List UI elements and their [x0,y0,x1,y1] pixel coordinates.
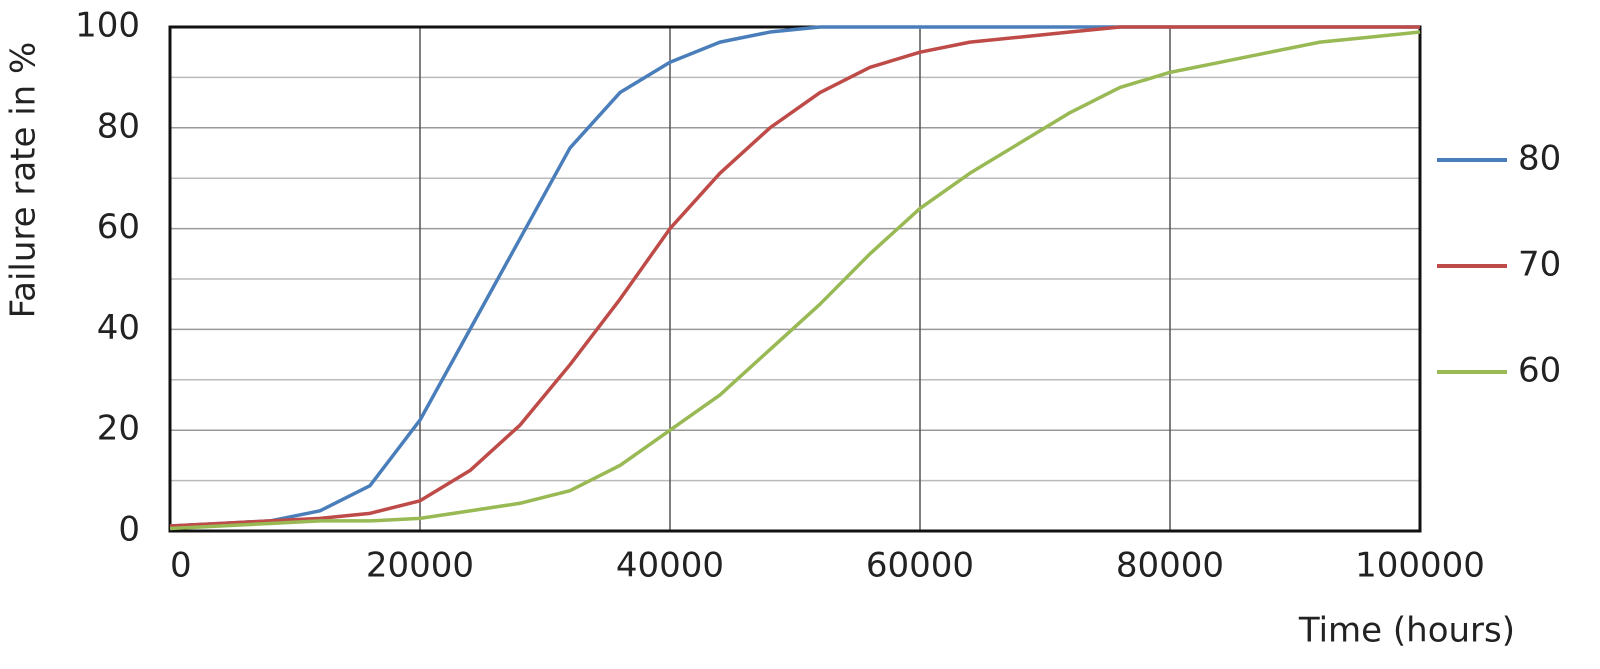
line [169,25,1420,528]
x-tick-label: 40000 [616,546,724,586]
y-tick-label: 20 [97,409,140,449]
legend-label: 70 [1518,245,1561,285]
plot-border [168,25,1422,533]
line [169,30,1421,531]
x-axis-label: Time (hours) [1298,611,1515,651]
legend-label: 80 [1518,139,1561,179]
x-tick-label: 0 [170,546,192,586]
y-tick-label: 40 [97,308,140,348]
x-tick-label: 100000 [1355,546,1485,586]
y-tick-label: 80 [97,106,140,146]
x-tick-label: 80000 [1116,546,1224,586]
y-tick-label: 100 [75,6,140,46]
x-tick-label: 20000 [366,546,474,586]
line [169,25,1420,528]
y-axis-label: Failure rate in % [4,42,44,319]
y-tick-label: 60 [97,207,140,247]
x-tick-label: 60000 [866,546,974,586]
y-tick-label: 0 [118,510,140,550]
legend-label: 60 [1518,351,1561,391]
